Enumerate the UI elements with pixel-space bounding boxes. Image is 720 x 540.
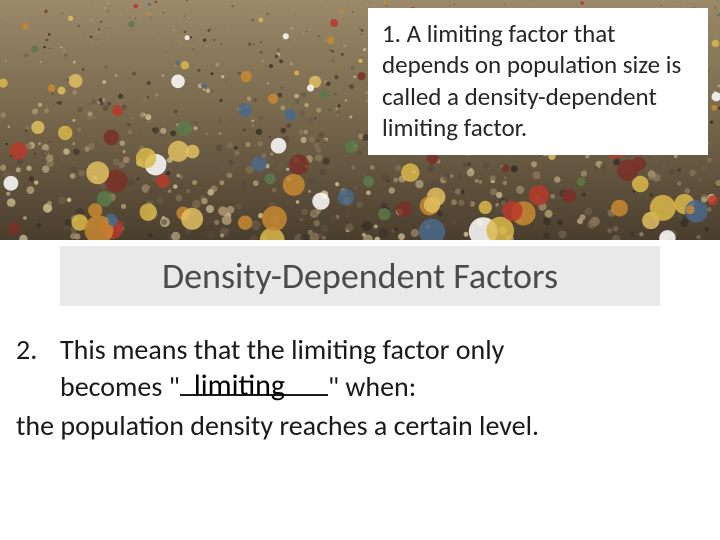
point-2-line-2: becomes " limiting " when: bbox=[16, 368, 704, 405]
title-band: Density-Dependent Factors bbox=[60, 246, 660, 306]
top-section: 1. A limiting factor that depends on pop… bbox=[0, 0, 720, 240]
point-2-number: 2. bbox=[16, 332, 60, 368]
definition-text: 1. A limiting factor that depends on pop… bbox=[382, 18, 694, 143]
point-2-line-1: 2. This means that the limiting factor o… bbox=[16, 332, 704, 368]
definition-box: 1. A limiting factor that depends on pop… bbox=[368, 8, 708, 155]
conclusion-line: the population density reaches a certain… bbox=[16, 406, 704, 444]
point-2-prefix: becomes " bbox=[60, 369, 180, 404]
body-text: 2. This means that the limiting factor o… bbox=[16, 332, 704, 444]
blank-answer: limiting bbox=[194, 366, 285, 405]
fill-in-blank: limiting bbox=[180, 368, 328, 405]
point-2-text-line-1: This means that the limiting factor only bbox=[60, 332, 504, 368]
point-2-suffix: " when: bbox=[328, 369, 416, 404]
slide-title: Density-Dependent Factors bbox=[162, 254, 558, 298]
